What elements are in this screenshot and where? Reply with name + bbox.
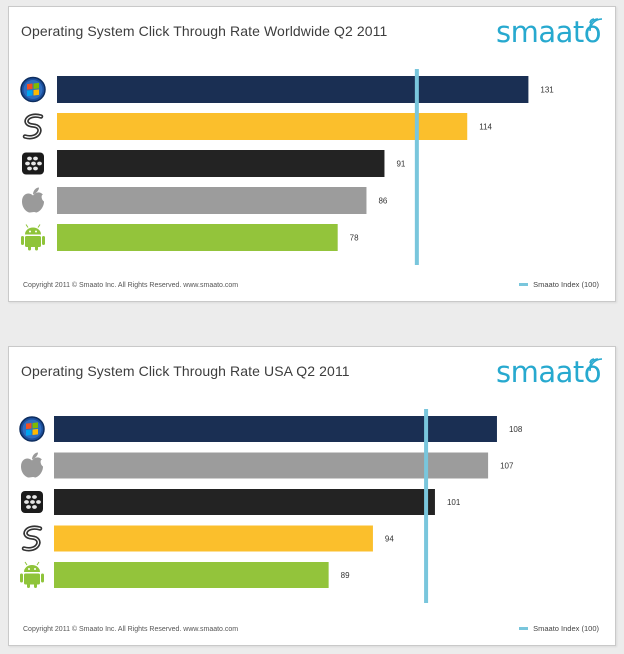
data-label: 91 bbox=[396, 160, 405, 169]
legend-label: Smaato Index (100) bbox=[533, 624, 599, 633]
legend: Smaato Index (100) bbox=[519, 280, 599, 289]
legend-swatch bbox=[519, 627, 529, 630]
chart-panel-worldwide: Operating System Click Through Rate Worl… bbox=[8, 6, 616, 302]
chart-panel-usa: Operating System Click Through Rate USA … bbox=[8, 346, 616, 646]
data-label: 78 bbox=[350, 234, 359, 243]
symbian-icon bbox=[22, 113, 44, 140]
chart-title: Operating System Click Through Rate USA … bbox=[21, 363, 350, 379]
windows-icon bbox=[19, 416, 45, 442]
bar bbox=[54, 562, 329, 588]
bar bbox=[57, 224, 338, 251]
data-label: 94 bbox=[385, 535, 394, 544]
bar-chart-worldwide: 131 114 91 86 78 bbox=[20, 69, 554, 265]
signal-waves-icon bbox=[589, 358, 603, 371]
smaato-logo: smaato bbox=[495, 15, 602, 49]
signal-waves-icon bbox=[589, 18, 603, 31]
apple-icon bbox=[21, 452, 43, 478]
data-label: 108 bbox=[509, 425, 523, 434]
blackberry-icon bbox=[21, 491, 43, 513]
android-icon bbox=[20, 561, 44, 588]
legend-swatch bbox=[519, 283, 529, 286]
data-label: 86 bbox=[378, 197, 387, 206]
bar bbox=[57, 113, 468, 140]
legend: Smaato Index (100) bbox=[519, 624, 599, 633]
data-label: 107 bbox=[500, 462, 514, 471]
copyright-footer: Copyright 2011 © Smaato Inc. All Rights … bbox=[23, 282, 239, 289]
data-label: 131 bbox=[540, 86, 554, 95]
chart-title: Operating System Click Through Rate Worl… bbox=[21, 23, 388, 39]
data-label: 101 bbox=[447, 498, 461, 507]
bar bbox=[54, 452, 489, 479]
windows-icon bbox=[20, 76, 46, 103]
bar bbox=[57, 187, 367, 214]
blackberry-icon bbox=[22, 152, 44, 175]
data-label: 114 bbox=[479, 123, 492, 132]
symbian-icon bbox=[21, 525, 43, 552]
copyright-footer: Copyright 2011 © Smaato Inc. All Rights … bbox=[23, 626, 239, 633]
bar bbox=[54, 489, 435, 515]
smaato-logo: smaato bbox=[495, 355, 602, 389]
bar bbox=[57, 76, 529, 103]
bar-chart-usa: 108 107 101 94 89 bbox=[19, 409, 523, 603]
bar bbox=[57, 150, 385, 177]
android-icon bbox=[21, 224, 45, 251]
bar bbox=[54, 525, 373, 552]
legend-label: Smaato Index (100) bbox=[533, 280, 599, 289]
apple-icon bbox=[22, 187, 44, 213]
bar bbox=[54, 416, 497, 442]
data-label: 89 bbox=[341, 571, 350, 580]
